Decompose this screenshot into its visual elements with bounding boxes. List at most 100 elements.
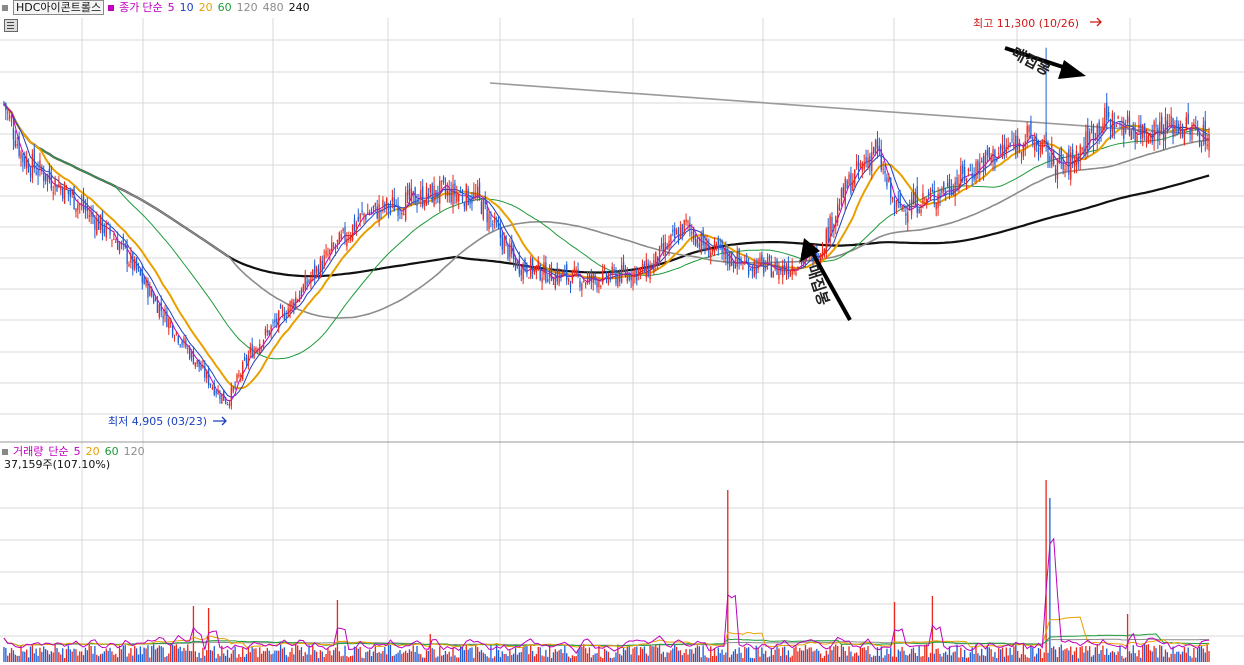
candle-body: [774, 262, 776, 270]
candle-body: [8, 115, 11, 119]
candle-body: [653, 259, 655, 273]
candle-body: [863, 161, 865, 169]
chart-settings-icon[interactable]: [4, 19, 18, 32]
volume-bar: [818, 650, 820, 662]
volume-bar: [147, 645, 149, 662]
candle-body: [558, 271, 560, 284]
candle-body: [130, 253, 132, 263]
candle-body: [332, 245, 335, 247]
candle-body: [910, 199, 913, 215]
volume-bar: [838, 656, 841, 662]
volume-bar: [1039, 648, 1042, 662]
candle-body: [18, 136, 20, 157]
volume-bar: [607, 651, 610, 662]
volume-bar: [1058, 647, 1061, 662]
volume-bar: [634, 646, 636, 662]
arrow-top-shaft: [1004, 46, 1073, 72]
volume-bar: [1037, 647, 1040, 662]
candle-body: [7, 111, 9, 113]
volume-bar: [567, 656, 570, 662]
candle-body: [545, 262, 547, 283]
candle-body: [1197, 128, 1199, 134]
volume-bar: [69, 649, 71, 662]
volume-bar: [41, 651, 43, 662]
volume-bar: [829, 646, 831, 662]
volume-bar: [639, 647, 642, 662]
candle-body: [994, 150, 996, 165]
candle-body: [461, 197, 464, 201]
candle-body: [782, 265, 784, 277]
volume-bar: [937, 648, 939, 662]
candle-body: [734, 264, 737, 269]
volume-bar: [463, 650, 466, 662]
volume-bar: [799, 647, 801, 662]
candle-body: [630, 274, 632, 281]
candle-body: [156, 299, 159, 313]
volume-bar: [79, 651, 81, 662]
volume-bar: [766, 657, 769, 662]
volume-bar: [325, 653, 327, 662]
volume-bar: [757, 647, 759, 662]
volume-bar: [882, 657, 884, 662]
volume-bar: [730, 654, 733, 662]
candle-body: [727, 253, 729, 265]
volume-bar: [541, 655, 543, 662]
volume-bar: [1107, 655, 1110, 662]
candle-body: [564, 269, 566, 271]
candle-body: [361, 210, 363, 213]
candle-body: [490, 217, 492, 219]
volume-bar: [80, 651, 83, 662]
candle-body: [12, 128, 15, 140]
candle-body: [1083, 146, 1085, 152]
volume-title: 거래량: [13, 445, 44, 458]
volume-bar: [670, 650, 672, 662]
volume-bar: [365, 652, 367, 662]
candle-body: [60, 186, 62, 191]
volume-bar: [552, 652, 555, 662]
volume-bar: [103, 651, 106, 662]
candle-body: [202, 364, 204, 368]
candle-body: [1034, 142, 1036, 151]
volume-bar: [503, 654, 505, 662]
volume-bar: [196, 657, 198, 662]
volume-bar: [708, 657, 710, 662]
candle-body: [459, 191, 462, 193]
candle-body: [143, 278, 145, 284]
volume-bar: [145, 648, 147, 662]
volume-bar: [785, 655, 788, 662]
volume-bar: [1062, 650, 1064, 662]
candle-body: [738, 248, 740, 262]
volume-bar: [761, 647, 763, 662]
candle-body: [242, 362, 244, 380]
candle-body: [977, 160, 979, 174]
candle-body: [988, 147, 990, 158]
candle-body: [26, 158, 28, 169]
volume-bar: [368, 649, 371, 662]
volume-bar: [137, 654, 140, 662]
volume-bar: [664, 657, 666, 662]
volume-bar: [823, 655, 826, 662]
candle-body: [403, 213, 405, 216]
symbol-name[interactable]: HDC아이콘트롤스: [13, 0, 105, 15]
volume-bar: [630, 654, 632, 662]
candle-body: [1096, 124, 1098, 141]
volume-bar: [651, 646, 653, 662]
volume-bar: [204, 655, 206, 662]
candle-body: [446, 189, 448, 197]
candle-body: [1062, 162, 1064, 170]
candle-body: [217, 389, 219, 395]
candle-body: [766, 258, 769, 263]
volume-bar: [628, 644, 630, 662]
ma-period-60: 60: [217, 1, 232, 14]
candle-body: [632, 271, 634, 286]
volume-bar: [179, 646, 181, 662]
candle-body: [291, 299, 293, 307]
volume-bar: [1018, 657, 1021, 662]
candle-body: [118, 243, 121, 253]
volume-bar: [185, 650, 187, 662]
volume-bar: [1028, 657, 1030, 662]
volume-bar: [982, 655, 985, 662]
candle-body: [209, 383, 212, 386]
volume-bar: [48, 654, 51, 662]
volume-bar: [240, 656, 242, 662]
